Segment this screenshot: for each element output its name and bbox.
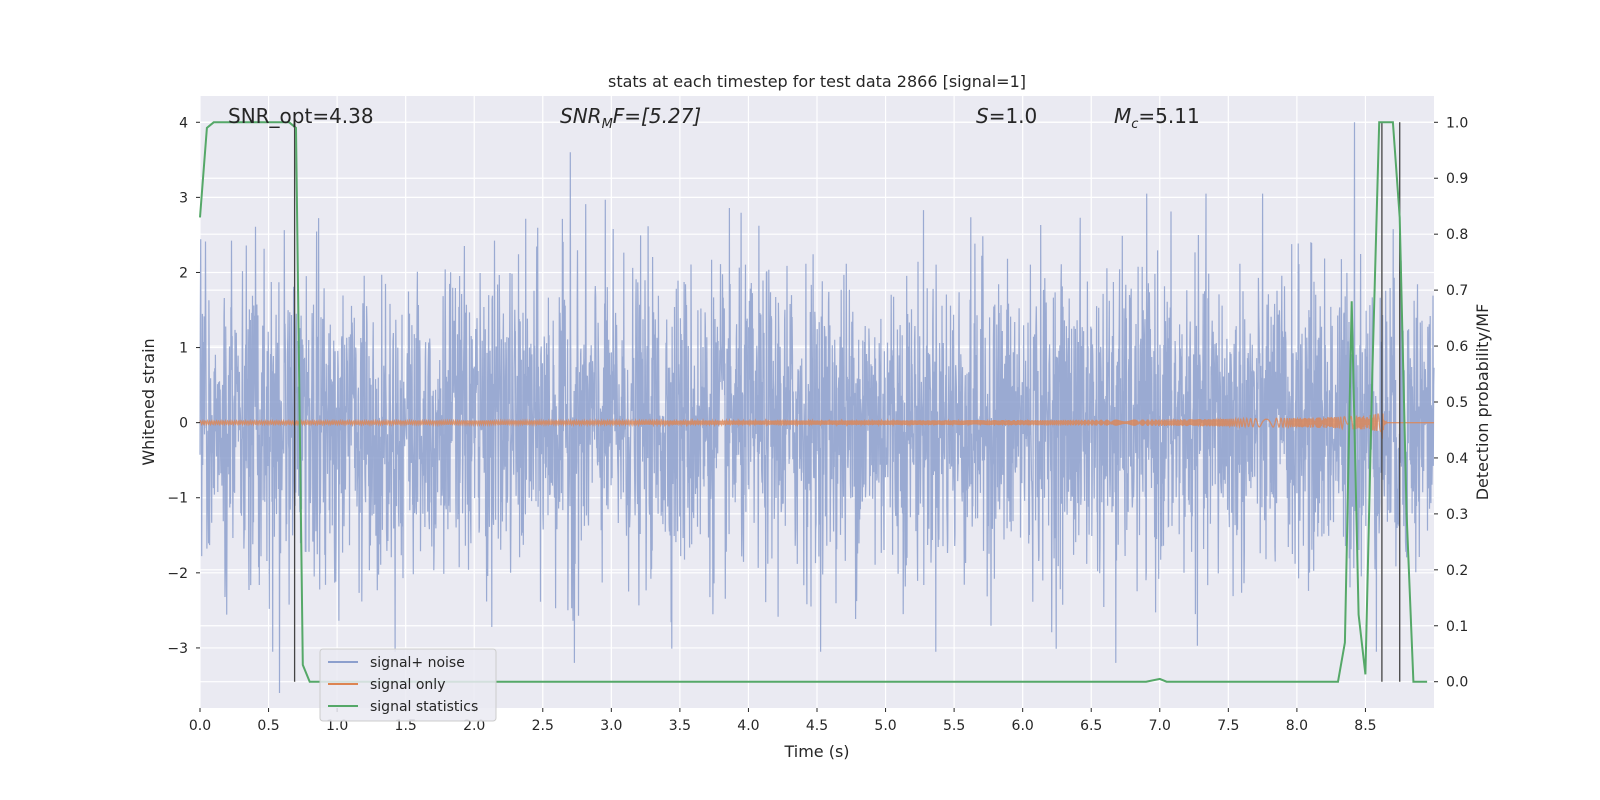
y-tick-label: −1: [167, 491, 188, 507]
x-tick-label: 4.5: [806, 718, 828, 734]
x-tick-label: 6.5: [1080, 718, 1102, 734]
x-tick-label: 2.5: [532, 718, 554, 734]
annotation-mc: Mc=5.11: [1114, 104, 1200, 132]
series-signal-statistics: [199, 121, 1428, 683]
y2-tick-label: 0.1: [1446, 619, 1468, 635]
x-tick-label: 0.5: [257, 718, 279, 734]
annotation-snr-mf: SNRMF=[5.27]: [560, 104, 701, 132]
y-tick-label: 3: [179, 190, 188, 206]
y2-tick-label: 0.0: [1446, 675, 1468, 691]
y2-axis-label: Detection probability/MF: [1473, 304, 1492, 501]
legend-label-signal-noise: signal+ noise: [370, 655, 465, 671]
x-axis: 0.0 0.5 1.0 1.5 2.0 2.5 3.0 3.5 4.0 4.5 5.0 5.5 6.0 6…: [189, 708, 1377, 734]
y2-tick-label: 0.6: [1446, 339, 1468, 355]
y-axis-right: 0.0 0.1 0.2 0.3 0.4 0.5 0.6 0.7 0.8 0.9 1.0: [1434, 115, 1468, 691]
y2-tick-label: 0.2: [1446, 563, 1468, 579]
y2-tick-label: 0.7: [1446, 283, 1468, 299]
annotation-snr-opt: SNR_opt=4.38: [228, 104, 374, 128]
y2-tick-label: 0.9: [1446, 171, 1468, 187]
x-axis-label: Time (s): [783, 742, 849, 761]
legend: signal+ noise signal only signal statist…: [319, 648, 497, 722]
y2-tick-label: 0.5: [1446, 395, 1468, 411]
legend-label-signal-statistics: signal statistics: [370, 699, 478, 715]
x-tick-label: 2.0: [463, 718, 485, 734]
x-tick-label: 7.5: [1217, 718, 1239, 734]
x-tick-label: 8.5: [1354, 718, 1376, 734]
chart-title: stats at each timestep for test data 286…: [608, 72, 1026, 91]
y-tick-label: −3: [167, 641, 188, 657]
y-tick-label: 1: [179, 341, 188, 357]
x-tick-label: 4.0: [737, 718, 759, 734]
y-tick-label: 4: [179, 115, 188, 131]
annotation-s: S=1.0: [976, 104, 1037, 128]
x-tick-label: 6.0: [1012, 718, 1034, 734]
y-tick-label: −2: [167, 566, 188, 582]
y2-tick-label: 0.4: [1446, 451, 1468, 467]
y2-tick-label: 0.3: [1446, 507, 1468, 523]
series-signal-only: [199, 413, 1434, 439]
y2-tick-label: 0.8: [1446, 227, 1468, 243]
x-tick-label: 3.0: [600, 718, 622, 734]
line-signal-only: [199, 413, 1434, 439]
x-tick-label: 3.5: [669, 718, 691, 734]
x-tick-label: 1.5: [395, 718, 417, 734]
legend-label-signal-only: signal only: [370, 677, 445, 693]
x-tick-label: 0.0: [189, 718, 211, 734]
x-tick-label: 1.0: [326, 718, 348, 734]
y-axis-left: −3 −2 −1 0 1 2 3 4: [167, 115, 200, 657]
y-tick-label: 2: [179, 265, 188, 281]
y-tick-label: 0: [179, 416, 188, 432]
x-tick-label: 5.5: [943, 718, 965, 734]
x-tick-label: 5.0: [874, 718, 896, 734]
x-tick-label: 8.0: [1286, 718, 1308, 734]
x-tick-label: 7.0: [1149, 718, 1171, 734]
y2-tick-label: 1.0: [1446, 115, 1468, 131]
y-axis-label: Whitened strain: [139, 338, 158, 465]
line-signal-statistics: [199, 121, 1428, 683]
legend-box: [319, 648, 497, 722]
